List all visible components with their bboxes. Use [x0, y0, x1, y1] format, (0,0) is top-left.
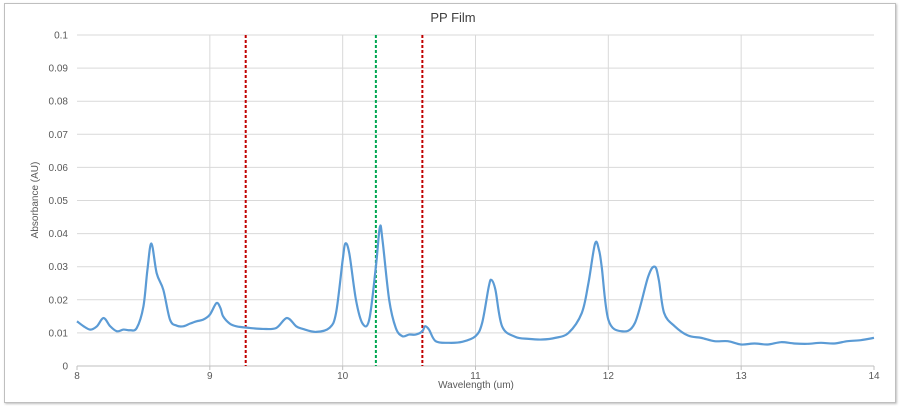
series-group: [76, 224, 875, 346]
y-tick-label: 0.02: [49, 295, 69, 306]
chart-frame: [4, 3, 896, 403]
y-tick-label: 0.09: [49, 64, 69, 75]
y-tick-label: 0.06: [49, 163, 69, 174]
y-tick-label: 0.07: [49, 130, 69, 141]
x-tick-labels: 8 9 10 11 12 13 14: [74, 371, 880, 382]
x-tick-label: 10: [337, 371, 349, 382]
y-tick-label: 0.1: [54, 31, 68, 42]
axes: [76, 365, 875, 370]
y-tick-label: 0.01: [49, 328, 69, 339]
x-axis-label: Wavelength (um): [438, 380, 514, 391]
x-tick-label: 9: [207, 371, 213, 382]
y-tick-label: 0.05: [49, 196, 69, 207]
grid: [77, 34, 874, 366]
chart-title: PP Film: [430, 10, 475, 25]
x-tick-label: 8: [74, 371, 80, 382]
y-tick-labels: 0 0.01 0.02 0.03 0.04 0.05 0.06 0.07 0.08 0.09 0.1: [49, 31, 69, 373]
y-tick-label: 0.08: [49, 97, 69, 108]
y-tick-label: 0.03: [49, 262, 69, 273]
y-tick-label: 0.04: [49, 229, 69, 240]
y-tick-label: 0: [62, 362, 68, 373]
reference-lines: [244, 35, 424, 366]
x-tick-label: 12: [603, 371, 615, 382]
series-line: [76, 224, 875, 346]
x-tick-label: 13: [736, 371, 748, 382]
x-tick-label: 14: [868, 371, 880, 382]
x-tick-label: 11: [470, 371, 481, 382]
y-axis-label: Absorbance (AU): [30, 162, 41, 239]
